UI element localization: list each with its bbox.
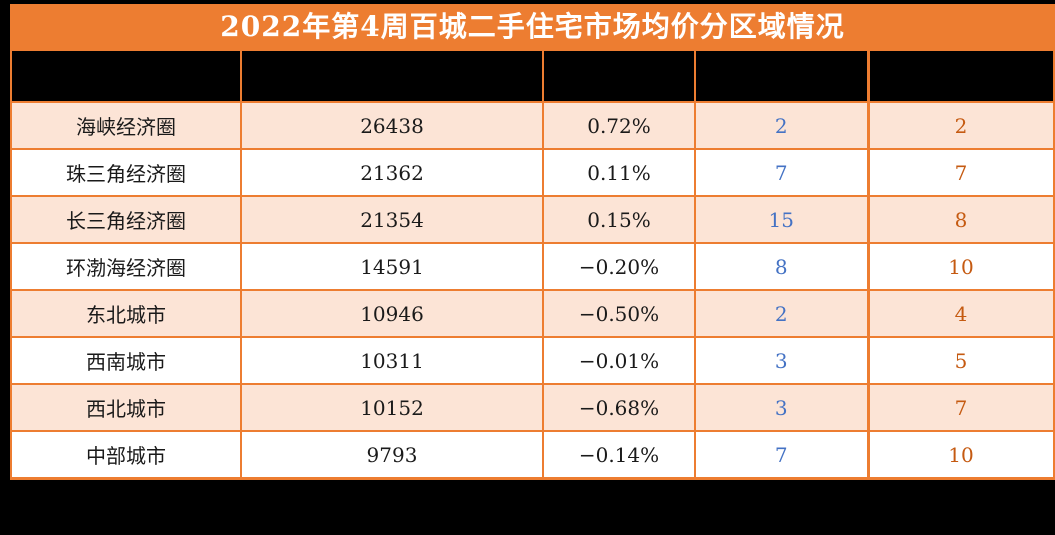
change-cell: −0.01% (542, 336, 696, 385)
count-blue-cell: 2 (694, 289, 869, 338)
change-cell: 0.11% (542, 148, 696, 197)
price-cell: 21362 (240, 148, 544, 197)
header-col5 (866, 49, 1055, 103)
table-row: 海峡经济圈 26438 0.72% 2 2 (10, 101, 1055, 150)
count-orange-cell: 5 (866, 336, 1055, 385)
header-region (10, 49, 242, 103)
price-cell: 10946 (240, 289, 544, 338)
table-row: 西南城市 10311 −0.01% 3 5 (10, 336, 1055, 385)
count-orange-cell: 4 (866, 289, 1055, 338)
table-row: 环渤海经济圈 14591 −0.20% 8 10 (10, 242, 1055, 291)
price-cell: 9793 (240, 430, 544, 480)
table-row: 东北城市 10946 −0.50% 2 4 (10, 289, 1055, 338)
change-cell: −0.20% (542, 242, 696, 291)
region-price-table: 海峡经济圈 26438 0.72% 2 2 珠三角经济圈 21362 0.11%… (10, 49, 1055, 480)
price-cell: 26438 (240, 101, 544, 150)
region-cell: 海峡经济圈 (10, 101, 242, 150)
price-cell: 10311 (240, 336, 544, 385)
change-cell: 0.72% (542, 101, 696, 150)
price-cell: 14591 (240, 242, 544, 291)
price-cell: 10152 (240, 383, 544, 432)
table-row: 珠三角经济圈 21362 0.11% 7 7 (10, 148, 1055, 197)
table-row: 长三角经济圈 21354 0.15% 15 8 (10, 195, 1055, 244)
count-orange-cell: 7 (866, 383, 1055, 432)
count-orange-cell: 2 (866, 101, 1055, 150)
region-cell: 西北城市 (10, 383, 242, 432)
header-col4 (694, 49, 869, 103)
change-cell: −0.68% (542, 383, 696, 432)
count-orange-cell: 7 (866, 148, 1055, 197)
count-blue-cell: 2 (694, 101, 869, 150)
change-cell: 0.15% (542, 195, 696, 244)
header-row (10, 49, 1055, 103)
region-cell: 珠三角经济圈 (10, 148, 242, 197)
region-cell: 东北城市 (10, 289, 242, 338)
change-cell: −0.14% (542, 430, 696, 480)
region-cell: 西南城市 (10, 336, 242, 385)
price-cell: 21354 (240, 195, 544, 244)
table-row: 西北城市 10152 −0.68% 3 7 (10, 383, 1055, 432)
count-blue-cell: 15 (694, 195, 869, 244)
page-title: 2022年第4周百城二手住宅市场均价分区域情况 (10, 4, 1055, 49)
header-price (240, 49, 544, 103)
region-cell: 中部城市 (10, 430, 242, 480)
count-orange-cell: 10 (866, 242, 1055, 291)
count-orange-cell: 10 (866, 430, 1055, 480)
table-row: 中部城市 9793 −0.14% 7 10 (10, 430, 1055, 480)
region-cell: 长三角经济圈 (10, 195, 242, 244)
count-blue-cell: 7 (694, 430, 869, 480)
count-orange-cell: 8 (866, 195, 1055, 244)
header-change (542, 49, 696, 103)
region-cell: 环渤海经济圈 (10, 242, 242, 291)
count-blue-cell: 7 (694, 148, 869, 197)
count-blue-cell: 3 (694, 336, 869, 385)
count-blue-cell: 3 (694, 383, 869, 432)
change-cell: −0.50% (542, 289, 696, 338)
count-blue-cell: 8 (694, 242, 869, 291)
